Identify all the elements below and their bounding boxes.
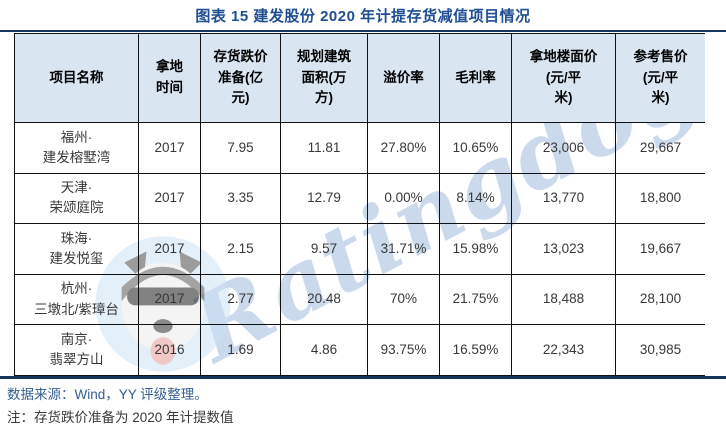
table-cell: 10.65% xyxy=(439,122,512,174)
table-cell: 93.75% xyxy=(367,324,440,376)
header-row: 项目名称 拿地 时间 存货跌价 准备(亿 元) 规划建筑 面积(万 方) 溢价率 毛利率拿… xyxy=(14,33,705,123)
column-header: 毛利率 xyxy=(439,33,512,123)
table-cell: 70% xyxy=(367,273,440,326)
table-cell: 2017 xyxy=(138,122,201,174)
table-cell: 2.15 xyxy=(200,223,281,275)
table-cell: 18,800 xyxy=(615,172,705,225)
project-name-cell: 福州· 建发榕墅湾 xyxy=(14,122,139,174)
table-cell: 30,985 xyxy=(615,324,705,376)
table-cell: 0.00% xyxy=(367,172,440,225)
project-name-cell: 珠海· 建发悦玺 xyxy=(14,223,139,275)
table-cell: 8.14% xyxy=(439,172,512,225)
table-cell: 22,343 xyxy=(511,324,616,376)
table-cell: 29,667 xyxy=(615,122,705,174)
project-name-cell: 天津· 荣颂庭院 xyxy=(14,172,139,225)
data-source-note: 数据来源：Wind，YY 评级整理。 xyxy=(7,387,208,402)
table-cell: 13,023 xyxy=(511,223,616,275)
table-cell: 31.71% xyxy=(367,223,440,275)
table-cell: 28,100 xyxy=(615,273,705,326)
table-body: 福州· 建发榕墅湾 2017 7.95 11.81 27.80% 10.65% 23,006… xyxy=(14,122,705,376)
table-header: 项目名称 拿地 时间 存货跌价 准备(亿 元) 规划建筑 面积(万 方) 溢价率 毛利率拿… xyxy=(14,33,705,123)
impairment-table: 项目名称 拿地 时间 存货跌价 准备(亿 元) 规划建筑 面积(万 方) 溢价率 毛利率拿… xyxy=(14,33,705,376)
table-row: 福州· 建发榕墅湾 2017 7.95 11.81 27.80% 10.65% 23,006… xyxy=(14,122,705,174)
column-header: 参考售价 (元/平 米) xyxy=(615,33,705,123)
table-cell: 15.98% xyxy=(439,223,512,275)
table-cell: 21.75% xyxy=(439,273,512,326)
project-name-cell: 杭州· 三墩北/紫璋台 xyxy=(14,273,139,326)
table-cell: 4.86 xyxy=(280,324,368,376)
top-divider xyxy=(0,30,726,32)
table-cell: 2016 xyxy=(138,324,201,376)
table-row: 天津· 荣颂庭院 2017 3.35 12.79 0.00% 8.14% 13,770 18,… xyxy=(14,172,705,225)
bottom-divider xyxy=(0,376,726,379)
column-header: 拿地 时间 xyxy=(138,33,201,123)
table-cell: 7.95 xyxy=(200,122,281,174)
table-cell: 1.69 xyxy=(200,324,281,376)
table-cell: 11.81 xyxy=(280,122,368,174)
table-cell: 2017 xyxy=(138,273,201,326)
column-header: 规划建筑 面积(万 方) xyxy=(280,33,368,123)
table-cell: 27.80% xyxy=(367,122,440,174)
table-cell: 12.79 xyxy=(280,172,368,225)
column-header: 拿地楼面价 (元/平 米) xyxy=(511,33,616,123)
column-header: 存货跌价 准备(亿 元) xyxy=(200,33,281,123)
table-cell: 19,667 xyxy=(615,223,705,275)
table-cell: 2017 xyxy=(138,172,201,225)
table-cell: 18,488 xyxy=(511,273,616,326)
table-cell: 23,006 xyxy=(511,122,616,174)
figure-title: 图表 15 建发股份 2020 年计提存货减值项目情况 xyxy=(195,8,531,25)
column-header: 项目名称 xyxy=(14,33,139,123)
column-header: 溢价率 xyxy=(367,33,440,123)
table-cell: 20.48 xyxy=(280,273,368,326)
project-name-cell: 南京· 翡翠方山 xyxy=(14,324,139,376)
table-row: 南京· 翡翠方山 2016 1.69 4.86 93.75% 16.59% 22,343 30… xyxy=(14,324,705,376)
table-cell: 13,770 xyxy=(511,172,616,225)
table-cell: 2.77 xyxy=(200,273,281,326)
table-cell: 9.57 xyxy=(280,223,368,275)
table-cell: 2017 xyxy=(138,223,201,275)
table-row: 杭州· 三墩北/紫璋台 2017 2.77 20.48 70% 21.75% 18,488 2… xyxy=(14,273,705,326)
footnote: 注：存货跌价准备为 2020 年计提数值 xyxy=(7,410,234,425)
table-cell: 3.35 xyxy=(200,172,281,225)
table-row: 珠海· 建发悦玺 2017 2.15 9.57 31.71% 15.98% 13,023 19… xyxy=(14,223,705,275)
table-cell: 16.59% xyxy=(439,324,512,376)
table-area: Ratingdog 项目名称 拿地 时间 存货跌价 准备(亿 元) 规划建筑 面积(万… xyxy=(14,33,705,376)
